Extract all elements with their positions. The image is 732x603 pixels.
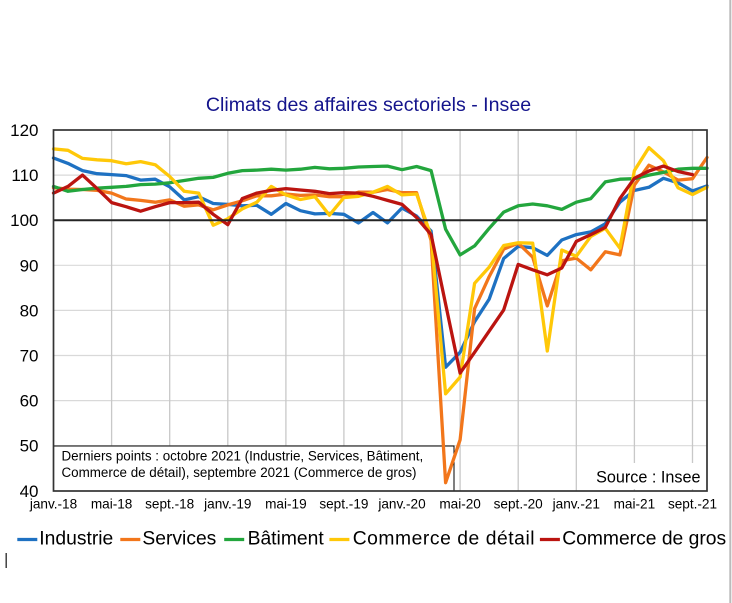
svg-text:Industrie: Industrie	[39, 529, 113, 550]
svg-text:70: 70	[20, 347, 39, 366]
svg-text:Derniers points : octobre 2021: Derniers points : octobre 2021 (Industri…	[62, 448, 424, 463]
svg-text:sept.-21: sept.-21	[668, 497, 717, 512]
svg-text:sept.-19: sept.-19	[319, 497, 368, 512]
svg-text:Services: Services	[142, 529, 216, 550]
svg-text:Commerce de gros: Commerce de gros	[562, 529, 726, 550]
svg-text:mai-19: mai-19	[265, 497, 307, 512]
svg-text:Source : Insee: Source : Insee	[596, 469, 700, 487]
svg-text:mai-20: mai-20	[439, 497, 481, 512]
svg-text:sept.-20: sept.-20	[494, 497, 544, 512]
svg-text:100: 100	[10, 211, 38, 230]
svg-text:120: 120	[10, 121, 38, 140]
svg-text:mai-18: mai-18	[91, 497, 133, 512]
svg-text:50: 50	[20, 437, 39, 456]
svg-text:Commerce de détail: Commerce de détail	[353, 529, 535, 550]
svg-text:60: 60	[20, 392, 39, 411]
svg-text:mai-21: mai-21	[614, 497, 656, 512]
svg-text:90: 90	[20, 256, 39, 275]
svg-text:Commerce de détail), septembre: Commerce de détail), septembre 2021 (Com…	[62, 465, 417, 480]
svg-text:Climats des affaires sectoriel: Climats des affaires sectoriels - Insee	[206, 94, 531, 116]
svg-text:janv.-18: janv.-18	[29, 497, 77, 512]
svg-text:40: 40	[20, 482, 39, 501]
svg-text:janv.-21: janv.-21	[552, 497, 600, 512]
svg-text:110: 110	[11, 166, 38, 185]
svg-text:80: 80	[20, 301, 39, 320]
svg-text:janv.-20: janv.-20	[377, 497, 426, 512]
svg-text:janv.-19: janv.-19	[203, 497, 251, 512]
svg-text:sept.-18: sept.-18	[145, 497, 194, 512]
svg-text:Bâtiment: Bâtiment	[248, 529, 325, 550]
